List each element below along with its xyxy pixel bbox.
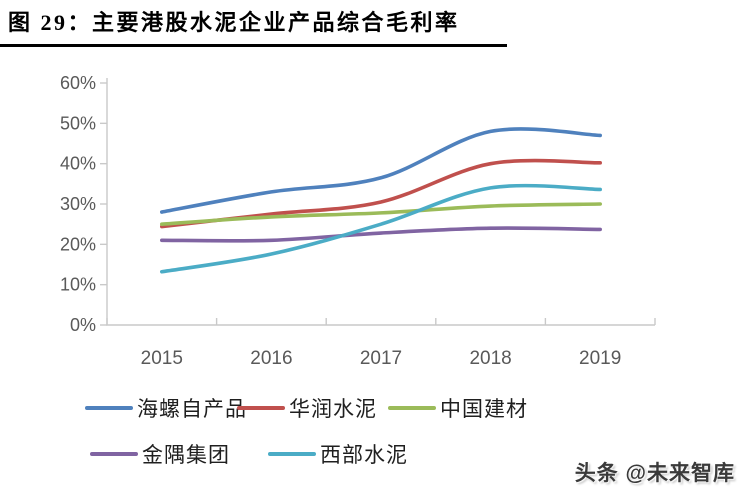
y-axis-tick-label: 20% [60,234,96,254]
series-line-3 [160,226,602,243]
x-axis-tick-label: 2016 [250,348,292,369]
y-axis-tick-label: 10% [60,275,96,295]
watermark: 头条 @未来智库 [574,462,735,485]
series-line-4 [160,183,602,274]
series-line-0 [160,127,602,214]
y-axis-tick-label: 40% [60,154,96,174]
figure-title: 图 29：主要港股水泥企业产品综合毛利率 [8,10,460,35]
legend-swatch-icon [268,452,316,456]
legend-item-4: 西部水泥 [268,442,408,467]
x-axis-tick-label: 2015 [141,348,183,369]
y-axis-tick-label: 50% [60,113,96,133]
legend-label: 西部水泥 [320,443,408,467]
x-axis-tick-label: 2019 [579,348,621,369]
legend-item-1: 华润水泥 [237,396,377,421]
series-line-2 [160,202,602,226]
x-axis-tick-label: 2017 [360,348,402,369]
y-axis-tick-label: 30% [60,194,96,214]
y-axis-tick-label: 0% [70,315,96,335]
y-axis-tick-label: 60% [60,73,96,93]
legend-item-2: 中国建材 [388,396,528,421]
legend-item-3: 金隅集团 [90,442,230,467]
legend-label: 金隅集团 [142,443,230,467]
legend-swatch-icon [85,406,133,410]
legend-swatch-icon [237,406,285,410]
series-line-1 [160,158,602,229]
legend-label: 海螺自产品 [137,397,247,421]
legend-swatch-icon [90,452,138,456]
x-axis-tick-label: 2018 [469,348,511,369]
legend-label: 中国建材 [440,397,528,421]
legend-label: 华润水泥 [289,397,377,421]
legend-swatch-icon [388,406,436,410]
title-underline [0,44,507,47]
legend-item-0: 海螺自产品 [85,396,247,421]
